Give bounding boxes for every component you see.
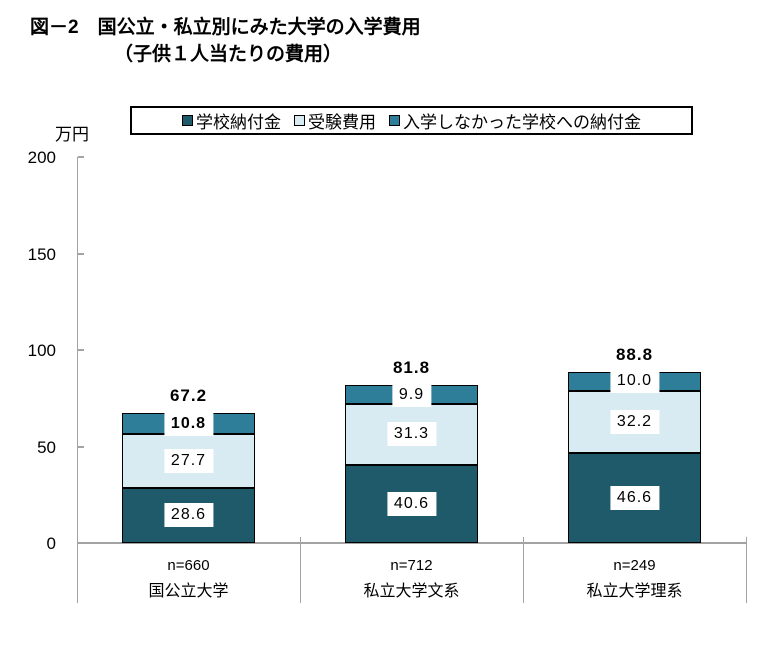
sample-size-label: n=660 [167,557,210,574]
x-axis-baseline [77,542,746,544]
figure-title: 図－2 国公立・私立別にみた大学の入学費用 （子供１人当たりの費用） [30,14,421,68]
y-axis-tick-label: 50 [37,437,56,457]
segment-value-label: 28.6 [163,503,214,528]
category-label: 私立大学理系 [586,583,683,600]
category-divider [523,537,524,603]
segment-value-label: 31.3 [386,422,437,447]
sample-size-label: n=249 [613,557,656,574]
y-axis-tick-label: 100 [27,341,56,360]
figure-title-line1: 図－2 国公立・私立別にみた大学の入学費用 [30,17,421,38]
y-axis-tick-label: 150 [27,244,56,264]
legend-label: 学校納付金 [196,113,281,132]
legend-swatch-icon [389,115,400,126]
segment-value-label: 10.8 [163,411,214,436]
legend-label: 受験費用 [308,113,376,132]
y-axis-unit-label: 万円 [55,125,89,144]
sample-size-label: n=712 [390,557,433,574]
legend-item-2: 入学しなかった学校への納付金 [389,108,641,133]
bar-total-label: 67.2 [169,386,208,406]
segment-value-label: 27.7 [163,449,214,474]
category-label: 国公立大学 [148,583,229,600]
segment-value-label: 46.6 [609,486,660,511]
category-divider [300,537,301,603]
y-axis-tick [78,252,84,255]
segment-value-label: 9.9 [391,382,432,407]
y-axis-line [77,157,78,603]
figure-title-line2: （子供１人当たりの費用） [114,44,343,65]
segment-value-label: 32.2 [609,409,660,434]
legend-label: 入学しなかった学校への納付金 [403,113,641,132]
y-axis-tick [78,445,84,448]
y-axis-tick [78,156,84,158]
segment-value-label: 40.6 [386,491,437,516]
legend-swatch-icon [182,115,193,126]
category-divider [746,537,747,603]
bar-total-label: 81.8 [392,358,431,378]
y-axis-tick [78,349,84,351]
bar-total-label: 88.8 [615,344,654,364]
y-axis-tick-label: 0 [46,534,56,553]
chart-legend: 学校納付金 受験費用 入学しなかった学校への納付金 [130,106,693,135]
segment-value-label: 10.0 [609,369,660,394]
category-label: 私立大学文系 [363,583,460,600]
legend-item-1: 受験費用 [294,108,376,133]
legend-swatch-icon [294,115,305,126]
legend-item-0: 学校納付金 [182,108,281,133]
y-axis-tick-label: 200 [27,148,56,167]
